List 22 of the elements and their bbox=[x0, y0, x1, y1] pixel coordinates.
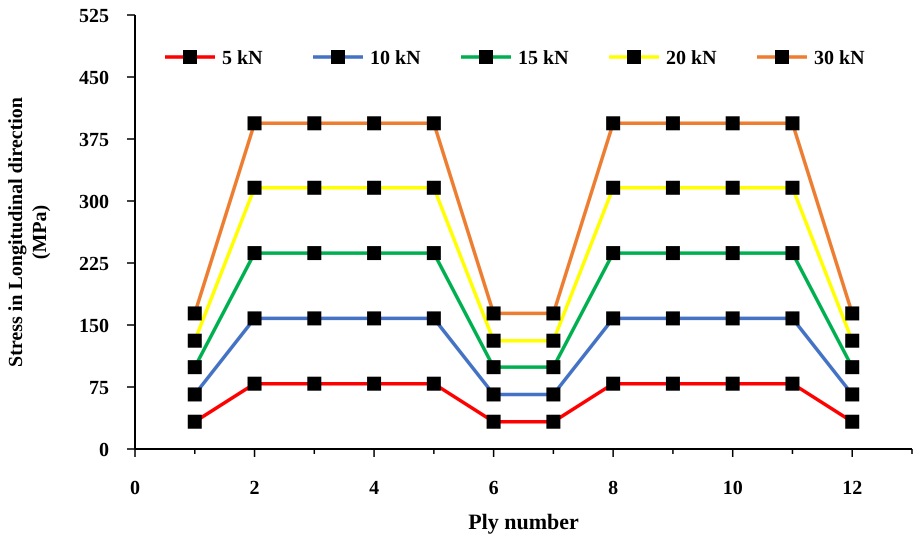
legend-label: 10 kN bbox=[370, 47, 422, 69]
x-tick-label: 10 bbox=[722, 477, 743, 499]
x-tick-label: 0 bbox=[130, 477, 140, 499]
x-tick-label: 4 bbox=[369, 477, 380, 499]
x-tick-label: 2 bbox=[250, 477, 260, 499]
x-tick-label: 6 bbox=[488, 477, 499, 499]
x-tick-label: 12 bbox=[842, 477, 862, 499]
legend-label: 20 kN bbox=[666, 47, 718, 69]
legend-label: 15 kN bbox=[518, 47, 570, 69]
y-tick-label: 525 bbox=[79, 5, 109, 27]
y-tick-label: 150 bbox=[79, 315, 109, 337]
y-tick-label: 375 bbox=[79, 129, 109, 151]
y-tick-label: 450 bbox=[79, 67, 109, 89]
y-tick-label: 225 bbox=[79, 253, 109, 275]
y-tick-label: 300 bbox=[79, 191, 109, 213]
y-tick-label: 0 bbox=[99, 439, 109, 461]
legend-label: 5 kN bbox=[222, 47, 264, 69]
x-tick-label: 8 bbox=[608, 477, 618, 499]
legend-label: 30 kN bbox=[814, 47, 866, 69]
y-tick-label: 75 bbox=[89, 377, 109, 399]
x-axis-title: Ply number bbox=[468, 509, 580, 534]
y-axis-title: Stress in Longitudinal direction (MPa) bbox=[5, 97, 51, 367]
